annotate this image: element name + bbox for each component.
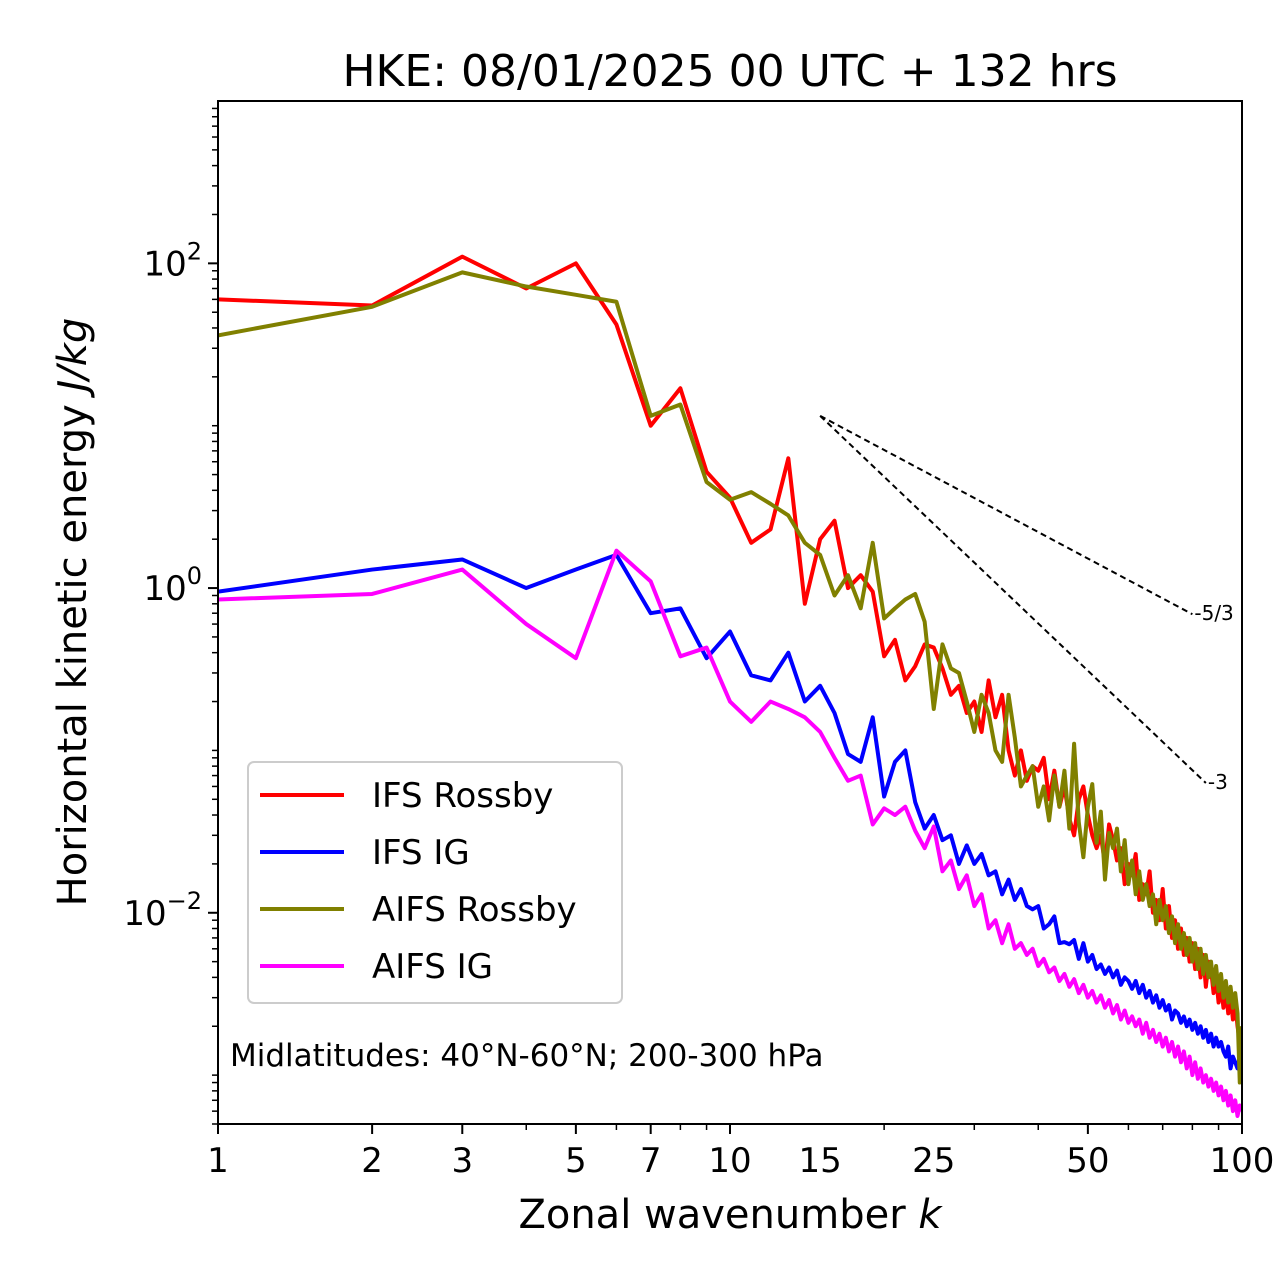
x-axis-title-text: Zonal wavenumber (518, 1192, 918, 1238)
legend-label-aifs-ig: AIFS IG (372, 947, 493, 987)
y-tick-label: 102 (143, 237, 202, 284)
legend-label-aifs-rossby: AIFS Rossby (372, 890, 577, 930)
y-tick-label: 10−2 (123, 887, 202, 934)
x-tick-label: 100 (1210, 1141, 1275, 1181)
slope-label-1: -5/3 (1194, 601, 1233, 625)
series-lines (218, 254, 1242, 1119)
x-tick-label: 15 (799, 1141, 842, 1181)
x-tick-label: 3 (451, 1141, 473, 1181)
region-annotation: Midlatitudes: 40°N-60°N; 200-300 hPa (230, 1038, 824, 1074)
x-tick-label: 10 (708, 1141, 751, 1181)
y-tick-label: 100 (143, 562, 202, 609)
series-line-aifs-rossby (218, 270, 1242, 1085)
legend: IFS Rossby IFS IG AIFS Rossby AIFS IG (247, 761, 623, 1004)
y-tick-labels: 10−2 100 102 (123, 237, 202, 933)
series-line-aifs-ig (218, 548, 1242, 1119)
x-axis-title-var: k (918, 1192, 943, 1238)
y-axis-title: Horizontal kinetic energy J/kg (50, 318, 96, 907)
y-axis-title-text: Horizontal kinetic energy (50, 392, 96, 907)
legend-entries: IFS Rossby IFS IG AIFS Rossby AIFS IG (260, 776, 577, 987)
legend-box (247, 761, 623, 1004)
chart-title: HKE: 08/01/2025 00 UTC + 132 hrs (342, 46, 1117, 97)
legend-label-ifs-ig: IFS IG (372, 833, 470, 873)
x-tick-label: 2 (361, 1141, 383, 1181)
x-tick-label: 25 (912, 1141, 955, 1181)
legend-label-ifs-rossby: IFS Rossby (372, 776, 553, 816)
slope-label-2: -3 (1208, 770, 1228, 794)
slope-reference-lines: -5/3 -3 (819, 414, 1234, 794)
slope-line-2 (819, 415, 1207, 784)
plot-frame (217, 100, 1243, 1125)
x-tick-label: 1 (207, 1141, 229, 1181)
x-tick-label: 5 (565, 1141, 587, 1181)
y-axis-title-unit: J/kg (50, 318, 96, 399)
slope-line-1 (819, 414, 1193, 616)
x-tick-label: 7 (640, 1141, 662, 1181)
series-line-ifs-ig (218, 552, 1242, 1071)
x-tick-label: 50 (1066, 1141, 1109, 1181)
x-tick-labels: 1 2 3 5 7 10 15 25 50 100 (207, 1141, 1274, 1181)
x-axis-title: Zonal wavenumber k (518, 1192, 943, 1238)
